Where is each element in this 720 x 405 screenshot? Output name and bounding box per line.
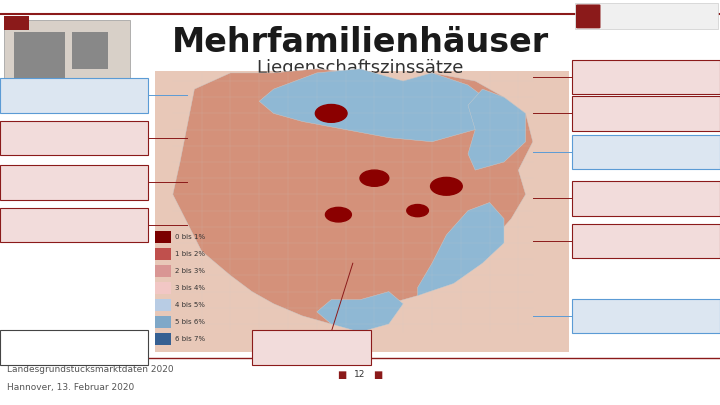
FancyBboxPatch shape — [572, 224, 720, 258]
FancyBboxPatch shape — [155, 248, 171, 260]
Text: Seevetal:
0,6 %: Seevetal: 0,6 % — [618, 66, 674, 88]
FancyBboxPatch shape — [155, 299, 171, 311]
Text: Bad Lauterberg:
5,1 %: Bad Lauterberg: 5,1 % — [598, 305, 694, 327]
Circle shape — [315, 104, 347, 122]
Polygon shape — [259, 69, 490, 142]
Circle shape — [360, 170, 389, 186]
Polygon shape — [317, 292, 403, 332]
FancyBboxPatch shape — [0, 165, 148, 200]
Text: Oldenburg:
1,8 %: Oldenburg: 1,8 % — [40, 126, 107, 149]
Circle shape — [407, 205, 428, 217]
Text: 5 bis 6%: 5 bis 6% — [175, 319, 205, 325]
Text: 2 bis 3%: 2 bis 3% — [175, 268, 205, 274]
Text: 3 bis 4%: 3 bis 4% — [175, 285, 205, 291]
FancyBboxPatch shape — [575, 3, 718, 29]
FancyBboxPatch shape — [155, 316, 171, 328]
Text: Wolfsburg:
1,8 %: Wolfsburg: 1,8 % — [613, 187, 678, 210]
FancyBboxPatch shape — [155, 265, 171, 277]
FancyBboxPatch shape — [572, 60, 720, 94]
Polygon shape — [418, 202, 504, 296]
Text: Vechta:
2,7 %: Vechta: 2,7 % — [51, 171, 96, 194]
Text: Hannover, 13. Februar 2020: Hannover, 13. Februar 2020 — [7, 383, 135, 392]
Text: Braunschweig:
1,5 %: Braunschweig: 1,5 % — [603, 230, 689, 252]
Text: 4 bis 5%: 4 bis 5% — [175, 302, 204, 308]
Circle shape — [431, 177, 462, 195]
FancyBboxPatch shape — [0, 208, 148, 242]
Text: 6 bis 7%: 6 bis 7% — [175, 336, 205, 342]
Text: 12: 12 — [354, 370, 366, 379]
Text: Lüneburg:
1,9 %: Lüneburg: 1,9 % — [616, 102, 676, 125]
FancyBboxPatch shape — [155, 282, 171, 294]
FancyBboxPatch shape — [572, 135, 720, 169]
Text: 1 bis 2%: 1 bis 2% — [175, 251, 205, 257]
Text: Mehrfamilienhäuser: Mehrfamilienhäuser — [171, 26, 549, 59]
Text: Osnabrück:
1,5 %: Osnabrück: 1,5 % — [40, 213, 107, 236]
FancyBboxPatch shape — [14, 32, 65, 81]
Text: Restnutzungsdauer:
30 Jahre: Restnutzungsdauer: 30 Jahre — [18, 336, 129, 358]
FancyBboxPatch shape — [0, 78, 148, 113]
Text: ■: ■ — [338, 370, 346, 379]
FancyBboxPatch shape — [155, 231, 171, 243]
FancyBboxPatch shape — [572, 299, 720, 333]
FancyBboxPatch shape — [252, 330, 371, 364]
Text: Gartow:
6,3 %: Gartow: 6,3 % — [623, 141, 669, 163]
FancyBboxPatch shape — [0, 121, 148, 155]
FancyBboxPatch shape — [576, 4, 600, 28]
Text: Liegenschaftszinssätze: Liegenschaftszinssätze — [256, 59, 464, 77]
Text: Niedersächsisches Ministerium
für Inneres und Sport: Niedersächsisches Ministerium für Innere… — [611, 11, 693, 22]
FancyBboxPatch shape — [72, 32, 108, 69]
Polygon shape — [468, 89, 526, 170]
FancyBboxPatch shape — [155, 333, 171, 345]
Text: ■: ■ — [374, 370, 382, 379]
Text: Emden:
4,1 %: Emden: 4,1 % — [51, 84, 96, 107]
FancyBboxPatch shape — [14, 81, 108, 97]
FancyBboxPatch shape — [572, 96, 720, 131]
Polygon shape — [173, 69, 533, 324]
FancyBboxPatch shape — [0, 330, 148, 364]
FancyBboxPatch shape — [4, 16, 29, 30]
Text: 0 bis 1%: 0 bis 1% — [175, 234, 205, 240]
Circle shape — [325, 207, 351, 222]
FancyBboxPatch shape — [572, 181, 720, 216]
FancyBboxPatch shape — [155, 71, 569, 352]
Text: Landesgrundstücksmarktdaten 2020: Landesgrundstücksmarktdaten 2020 — [7, 365, 174, 374]
FancyBboxPatch shape — [4, 20, 130, 99]
Text: Hannover:
1,4 %: Hannover: 1,4 % — [281, 336, 341, 358]
